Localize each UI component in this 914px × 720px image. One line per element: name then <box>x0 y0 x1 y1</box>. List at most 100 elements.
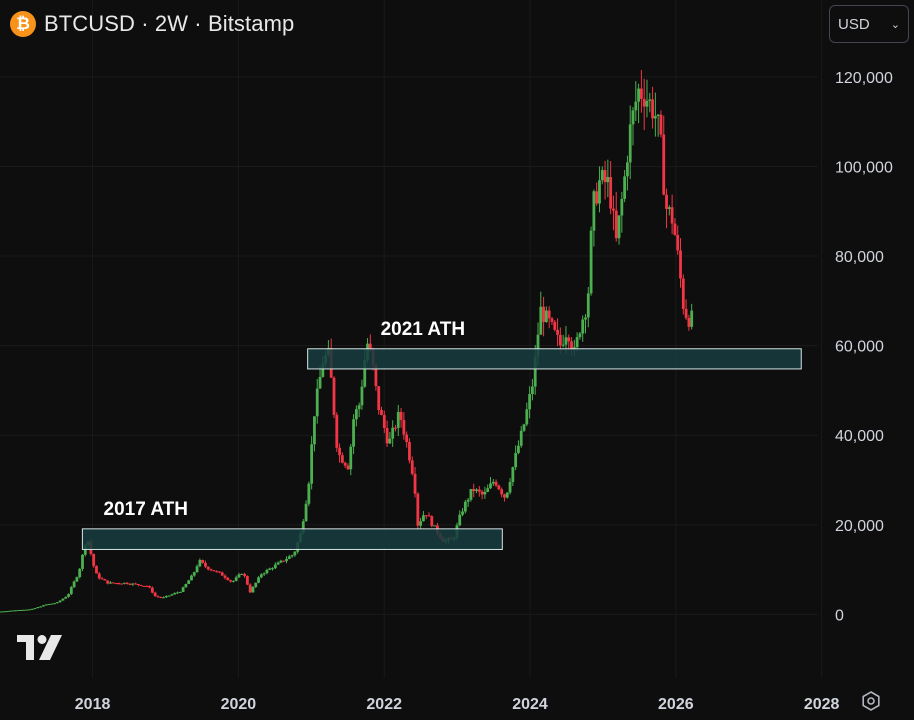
candle-up <box>581 319 585 334</box>
candle-up <box>72 581 76 588</box>
candle-up <box>8 610 12 612</box>
candle-up <box>461 511 464 515</box>
candle-up <box>310 444 314 484</box>
candle-up <box>626 162 629 177</box>
time-axis[interactable]: 2018 2020 2022 2024 2026 2028 <box>75 696 840 713</box>
candle-down <box>614 210 618 239</box>
candle-up <box>508 482 512 493</box>
candle-up <box>511 467 515 483</box>
candle-down <box>612 208 615 211</box>
candle-down <box>430 516 434 526</box>
candle-up <box>19 610 23 612</box>
candle-up <box>25 609 29 611</box>
candle-down <box>408 442 411 461</box>
x-tick-label: 2018 <box>75 696 111 713</box>
candle-down <box>681 278 685 309</box>
candle-up <box>578 333 582 338</box>
y-tick-label: 0 <box>835 607 844 624</box>
candle-down <box>340 455 344 463</box>
candle-down <box>223 575 227 578</box>
candle-down <box>570 341 573 350</box>
candle-down <box>553 321 557 330</box>
candle-up <box>173 593 177 595</box>
candle-up <box>181 587 185 592</box>
symbol-header[interactable]: ₿ BTCUSD · 2W · Bitstamp <box>10 9 294 39</box>
y-tick-label: 100,000 <box>835 159 893 176</box>
chevron-down-icon: ⌄ <box>890 18 900 31</box>
candle-down <box>494 481 498 486</box>
candle-down <box>679 250 682 279</box>
candle-down <box>100 578 104 580</box>
candle-up <box>268 568 272 570</box>
candle-up <box>531 386 534 395</box>
candle-down <box>97 573 101 579</box>
candle-down <box>201 560 205 563</box>
candle-up <box>483 491 487 495</box>
candle-up <box>285 559 288 562</box>
candle-down <box>603 170 607 183</box>
candle-up <box>265 569 269 574</box>
candle-up <box>517 445 520 454</box>
candle-down <box>103 579 107 581</box>
candle-up <box>623 176 627 199</box>
candle-up <box>279 560 283 563</box>
candle-down <box>595 191 599 204</box>
candle-up <box>354 409 358 420</box>
candle-down <box>218 571 221 573</box>
candle-down <box>125 582 129 584</box>
candle-up <box>290 555 294 557</box>
candle-up <box>293 551 297 556</box>
candle-up <box>237 574 241 578</box>
candle-down <box>665 194 668 209</box>
candle-down <box>500 489 504 495</box>
candle-up <box>396 411 400 428</box>
candle-down <box>156 596 160 598</box>
candle-up <box>631 110 635 125</box>
candle-down <box>382 414 386 428</box>
candle-up <box>39 606 42 608</box>
candle-up <box>75 577 79 582</box>
candle-down <box>114 583 118 585</box>
candle-up <box>606 177 610 183</box>
candle-down <box>556 329 559 335</box>
candle-up <box>598 180 601 204</box>
candle-down <box>659 114 663 135</box>
settings-icon[interactable] <box>861 691 881 716</box>
candle-down <box>343 462 347 466</box>
symbol-title[interactable]: BTCUSD · 2W · Bitstamp <box>44 11 295 36</box>
candle-up <box>690 310 694 327</box>
tradingview-logo-icon[interactable] <box>17 635 65 666</box>
candle-up <box>259 574 263 578</box>
candle-down <box>477 489 481 492</box>
candle-down <box>332 377 336 415</box>
candle-down <box>684 308 688 318</box>
candle-down <box>335 414 339 448</box>
candle-up <box>318 376 322 389</box>
candle-down <box>687 317 691 327</box>
candle-up <box>198 560 202 567</box>
candle-up <box>11 610 15 612</box>
price-axis[interactable]: 0 20,000 40,000 60,000 80,000 100,000 120,000 <box>835 70 893 625</box>
y-tick-label: 80,000 <box>835 249 884 266</box>
currency-select[interactable]: USD ⌄ <box>829 5 909 43</box>
candle-up <box>486 488 490 492</box>
candle-down <box>215 571 219 573</box>
candle-up <box>58 600 62 603</box>
candle-up <box>55 602 59 604</box>
candle-up <box>123 582 126 584</box>
candle-down <box>427 515 431 517</box>
candle-up <box>352 419 355 447</box>
candle-up <box>617 215 621 239</box>
candle-up <box>33 608 37 610</box>
candle-up <box>313 416 316 445</box>
y-tick-label: 40,000 <box>835 428 884 445</box>
candle-down <box>676 234 680 251</box>
candle-down <box>497 485 501 490</box>
candle-down <box>209 569 213 571</box>
x-tick-label: 2026 <box>658 696 694 713</box>
candle-up <box>178 591 182 593</box>
candle-up <box>5 611 9 613</box>
candle-up <box>533 356 537 387</box>
zone-label: 2017 ATH <box>104 499 188 520</box>
